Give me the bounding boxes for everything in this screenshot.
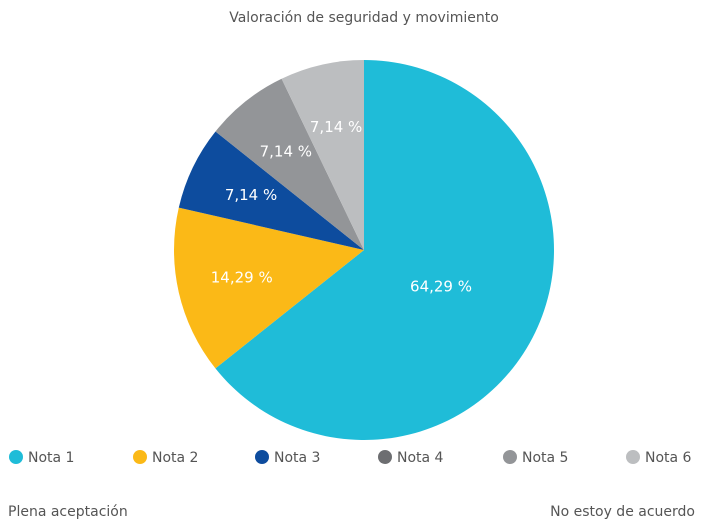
legend-label: Nota 2 <box>152 450 198 466</box>
data-label: 7,14 % <box>310 118 362 136</box>
legend-label: Nota 1 <box>28 450 74 466</box>
data-label: 7,14 % <box>225 186 277 204</box>
annotation: No estoy de acuerdo <box>550 504 695 520</box>
data-label: 64,29 % <box>410 278 472 296</box>
legend-marker <box>255 450 269 464</box>
legend-label: Nota 4 <box>397 450 444 466</box>
legend-marker <box>626 450 640 464</box>
data-label: 14,29 % <box>211 268 273 286</box>
legend-marker <box>133 450 147 464</box>
legend-marker <box>9 450 23 464</box>
pie-slice <box>174 207 364 369</box>
legend-marker <box>378 450 392 464</box>
data-label: 7,14 % <box>260 142 312 160</box>
legend-label: Nota 5 <box>522 450 568 466</box>
pie-slice <box>215 60 555 440</box>
legend-label: Nota 3 <box>274 450 320 466</box>
legend-marker <box>503 450 517 464</box>
pie-slice <box>281 60 364 250</box>
pie-slice <box>215 78 364 250</box>
pie-slice <box>178 131 364 250</box>
annotation: Plena aceptación <box>8 504 128 520</box>
legend-label: Nota 6 <box>645 450 692 466</box>
chart-title: Valoración de seguridad y movimiento <box>229 10 499 26</box>
